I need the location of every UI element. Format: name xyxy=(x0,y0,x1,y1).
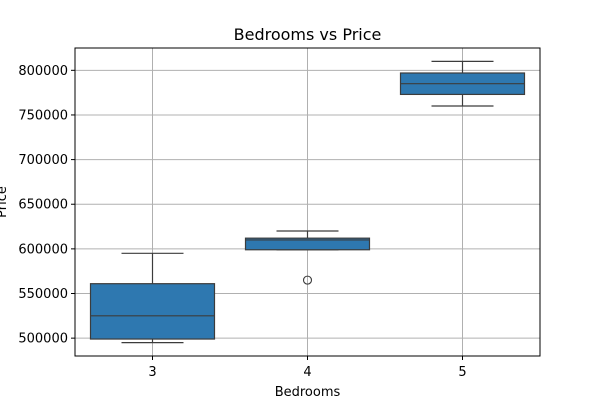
axis-layer: 500000 550000 600000 650000 700000 750000 8000… xyxy=(18,64,466,380)
y-axis-label: Price xyxy=(0,186,10,218)
y-tick-label: 700000 xyxy=(18,153,68,168)
x-axis-label: Bedrooms xyxy=(275,385,341,400)
x-tick-label: 5 xyxy=(458,365,466,380)
box-4 xyxy=(244,237,371,251)
y-tick-label: 500000 xyxy=(18,332,68,347)
x-tick-label: 3 xyxy=(148,365,156,380)
outlier-point xyxy=(302,275,313,285)
plot-layer xyxy=(89,60,526,344)
y-tick-label: 750000 xyxy=(18,108,68,123)
box-3 xyxy=(89,283,216,340)
y-tick-label: 650000 xyxy=(18,198,68,213)
y-tick-label: 600000 xyxy=(18,242,68,257)
y-tick-label: 800000 xyxy=(18,64,68,79)
y-tick-label: 550000 xyxy=(18,287,68,302)
x-tick-label: 4 xyxy=(303,365,311,380)
chart-title: Bedrooms vs Price xyxy=(234,25,382,44)
